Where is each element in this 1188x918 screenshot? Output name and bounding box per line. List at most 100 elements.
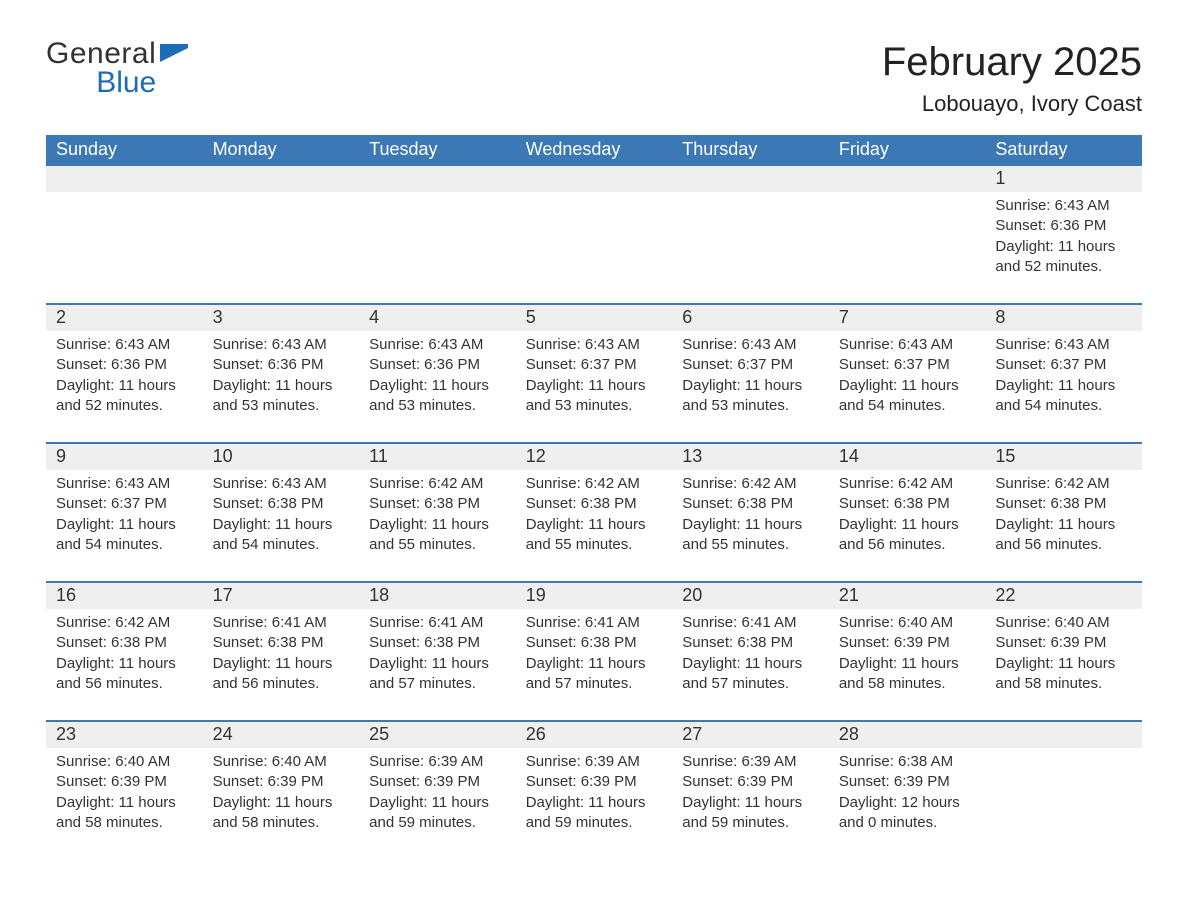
daynum-row: 16171819202122 — [46, 581, 1142, 609]
day-number — [516, 166, 673, 192]
sunrise-text: Sunrise: 6:43 AM — [56, 335, 193, 355]
daylight-text: Daylight: 11 hours and 54 minutes. — [995, 376, 1132, 417]
daylight-text: Daylight: 11 hours and 55 minutes. — [526, 515, 663, 556]
weekday-tuesday: Tuesday — [359, 135, 516, 166]
sunrise-text: Sunrise: 6:43 AM — [839, 335, 976, 355]
weekday-friday: Friday — [829, 135, 986, 166]
sunrise-text: Sunrise: 6:43 AM — [56, 474, 193, 494]
day-number — [203, 166, 360, 192]
sunrise-text: Sunrise: 6:42 AM — [682, 474, 819, 494]
calendar-week: 16171819202122Sunrise: 6:42 AMSunset: 6:… — [46, 581, 1142, 698]
daynum-row: 2345678 — [46, 303, 1142, 331]
sunset-text: Sunset: 6:39 PM — [56, 772, 193, 792]
day-cell: Sunrise: 6:43 AMSunset: 6:37 PMDaylight:… — [516, 331, 673, 420]
day-number: 22 — [985, 583, 1142, 609]
day-cell: Sunrise: 6:42 AMSunset: 6:38 PMDaylight:… — [516, 470, 673, 559]
sunrise-text: Sunrise: 6:41 AM — [682, 613, 819, 633]
day-content-row: Sunrise: 6:42 AMSunset: 6:38 PMDaylight:… — [46, 609, 1142, 698]
sunset-text: Sunset: 6:39 PM — [682, 772, 819, 792]
sunset-text: Sunset: 6:39 PM — [995, 633, 1132, 653]
sunset-text: Sunset: 6:38 PM — [369, 494, 506, 514]
day-content-row: Sunrise: 6:43 AMSunset: 6:36 PMDaylight:… — [46, 331, 1142, 420]
daylight-text: Daylight: 11 hours and 54 minutes. — [839, 376, 976, 417]
sunrise-text: Sunrise: 6:43 AM — [369, 335, 506, 355]
daynum-row: 9101112131415 — [46, 442, 1142, 470]
daylight-text: Daylight: 11 hours and 53 minutes. — [682, 376, 819, 417]
daylight-text: Daylight: 11 hours and 55 minutes. — [682, 515, 819, 556]
day-cell: Sunrise: 6:42 AMSunset: 6:38 PMDaylight:… — [985, 470, 1142, 559]
weekday-header-row: Sunday Monday Tuesday Wednesday Thursday… — [46, 135, 1142, 166]
sunrise-text: Sunrise: 6:43 AM — [682, 335, 819, 355]
day-number: 12 — [516, 444, 673, 470]
day-cell — [203, 192, 360, 281]
sunrise-text: Sunrise: 6:41 AM — [369, 613, 506, 633]
day-cell: Sunrise: 6:39 AMSunset: 6:39 PMDaylight:… — [672, 748, 829, 837]
day-cell: Sunrise: 6:43 AMSunset: 6:37 PMDaylight:… — [985, 331, 1142, 420]
day-cell: Sunrise: 6:43 AMSunset: 6:38 PMDaylight:… — [203, 470, 360, 559]
daylight-text: Daylight: 11 hours and 56 minutes. — [995, 515, 1132, 556]
day-number: 15 — [985, 444, 1142, 470]
sunrise-text: Sunrise: 6:41 AM — [526, 613, 663, 633]
daynum-row: 1 — [46, 166, 1142, 192]
weekday-wednesday: Wednesday — [516, 135, 673, 166]
title-block: February 2025 Lobouayo, Ivory Coast — [882, 40, 1142, 117]
calendar-week: 232425262728Sunrise: 6:40 AMSunset: 6:39… — [46, 720, 1142, 837]
sunset-text: Sunset: 6:39 PM — [213, 772, 350, 792]
day-cell: Sunrise: 6:40 AMSunset: 6:39 PMDaylight:… — [46, 748, 203, 837]
sunrise-text: Sunrise: 6:43 AM — [213, 474, 350, 494]
sunrise-text: Sunrise: 6:41 AM — [213, 613, 350, 633]
day-number: 5 — [516, 305, 673, 331]
daylight-text: Daylight: 11 hours and 57 minutes. — [369, 654, 506, 695]
calendar-week: 2345678Sunrise: 6:43 AMSunset: 6:36 PMDa… — [46, 303, 1142, 420]
day-number: 21 — [829, 583, 986, 609]
day-cell: Sunrise: 6:40 AMSunset: 6:39 PMDaylight:… — [985, 609, 1142, 698]
daylight-text: Daylight: 11 hours and 54 minutes. — [56, 515, 193, 556]
sunrise-text: Sunrise: 6:39 AM — [682, 752, 819, 772]
daylight-text: Daylight: 11 hours and 54 minutes. — [213, 515, 350, 556]
day-cell — [359, 192, 516, 281]
sunset-text: Sunset: 6:38 PM — [213, 633, 350, 653]
daylight-text: Daylight: 11 hours and 52 minutes. — [995, 237, 1132, 278]
sunrise-text: Sunrise: 6:43 AM — [526, 335, 663, 355]
day-number: 4 — [359, 305, 516, 331]
weekday-sunday: Sunday — [46, 135, 203, 166]
day-number: 8 — [985, 305, 1142, 331]
day-cell — [829, 192, 986, 281]
day-number — [46, 166, 203, 192]
calendar-week: 9101112131415Sunrise: 6:43 AMSunset: 6:3… — [46, 442, 1142, 559]
logo-line2: Blue — [46, 69, 156, 98]
sunset-text: Sunset: 6:39 PM — [839, 772, 976, 792]
daylight-text: Daylight: 11 hours and 53 minutes. — [369, 376, 506, 417]
day-cell: Sunrise: 6:42 AMSunset: 6:38 PMDaylight:… — [672, 470, 829, 559]
day-number: 11 — [359, 444, 516, 470]
sunset-text: Sunset: 6:37 PM — [995, 355, 1132, 375]
day-cell: Sunrise: 6:43 AMSunset: 6:36 PMDaylight:… — [985, 192, 1142, 281]
day-number: 14 — [829, 444, 986, 470]
page-title: February 2025 — [882, 40, 1142, 85]
day-cell: Sunrise: 6:39 AMSunset: 6:39 PMDaylight:… — [516, 748, 673, 837]
day-content-row: Sunrise: 6:43 AMSunset: 6:37 PMDaylight:… — [46, 470, 1142, 559]
day-cell: Sunrise: 6:43 AMSunset: 6:37 PMDaylight:… — [672, 331, 829, 420]
page-header: General Blue February 2025 Lobouayo, Ivo… — [46, 40, 1142, 117]
sunset-text: Sunset: 6:36 PM — [369, 355, 506, 375]
sunset-text: Sunset: 6:38 PM — [526, 633, 663, 653]
page-subtitle: Lobouayo, Ivory Coast — [882, 91, 1142, 117]
sunset-text: Sunset: 6:37 PM — [839, 355, 976, 375]
day-cell: Sunrise: 6:38 AMSunset: 6:39 PMDaylight:… — [829, 748, 986, 837]
sunrise-text: Sunrise: 6:42 AM — [369, 474, 506, 494]
daynum-row: 232425262728 — [46, 720, 1142, 748]
day-cell: Sunrise: 6:40 AMSunset: 6:39 PMDaylight:… — [829, 609, 986, 698]
day-number — [672, 166, 829, 192]
logo-text: General Blue — [46, 40, 156, 97]
weekday-saturday: Saturday — [985, 135, 1142, 166]
day-content-row: Sunrise: 6:43 AMSunset: 6:36 PMDaylight:… — [46, 192, 1142, 281]
day-number: 9 — [46, 444, 203, 470]
daylight-text: Daylight: 11 hours and 57 minutes. — [682, 654, 819, 695]
daylight-text: Daylight: 11 hours and 53 minutes. — [213, 376, 350, 417]
sunrise-text: Sunrise: 6:40 AM — [995, 613, 1132, 633]
day-content-row: Sunrise: 6:40 AMSunset: 6:39 PMDaylight:… — [46, 748, 1142, 837]
day-number: 28 — [829, 722, 986, 748]
day-number: 13 — [672, 444, 829, 470]
sunrise-text: Sunrise: 6:43 AM — [995, 335, 1132, 355]
sunset-text: Sunset: 6:37 PM — [682, 355, 819, 375]
